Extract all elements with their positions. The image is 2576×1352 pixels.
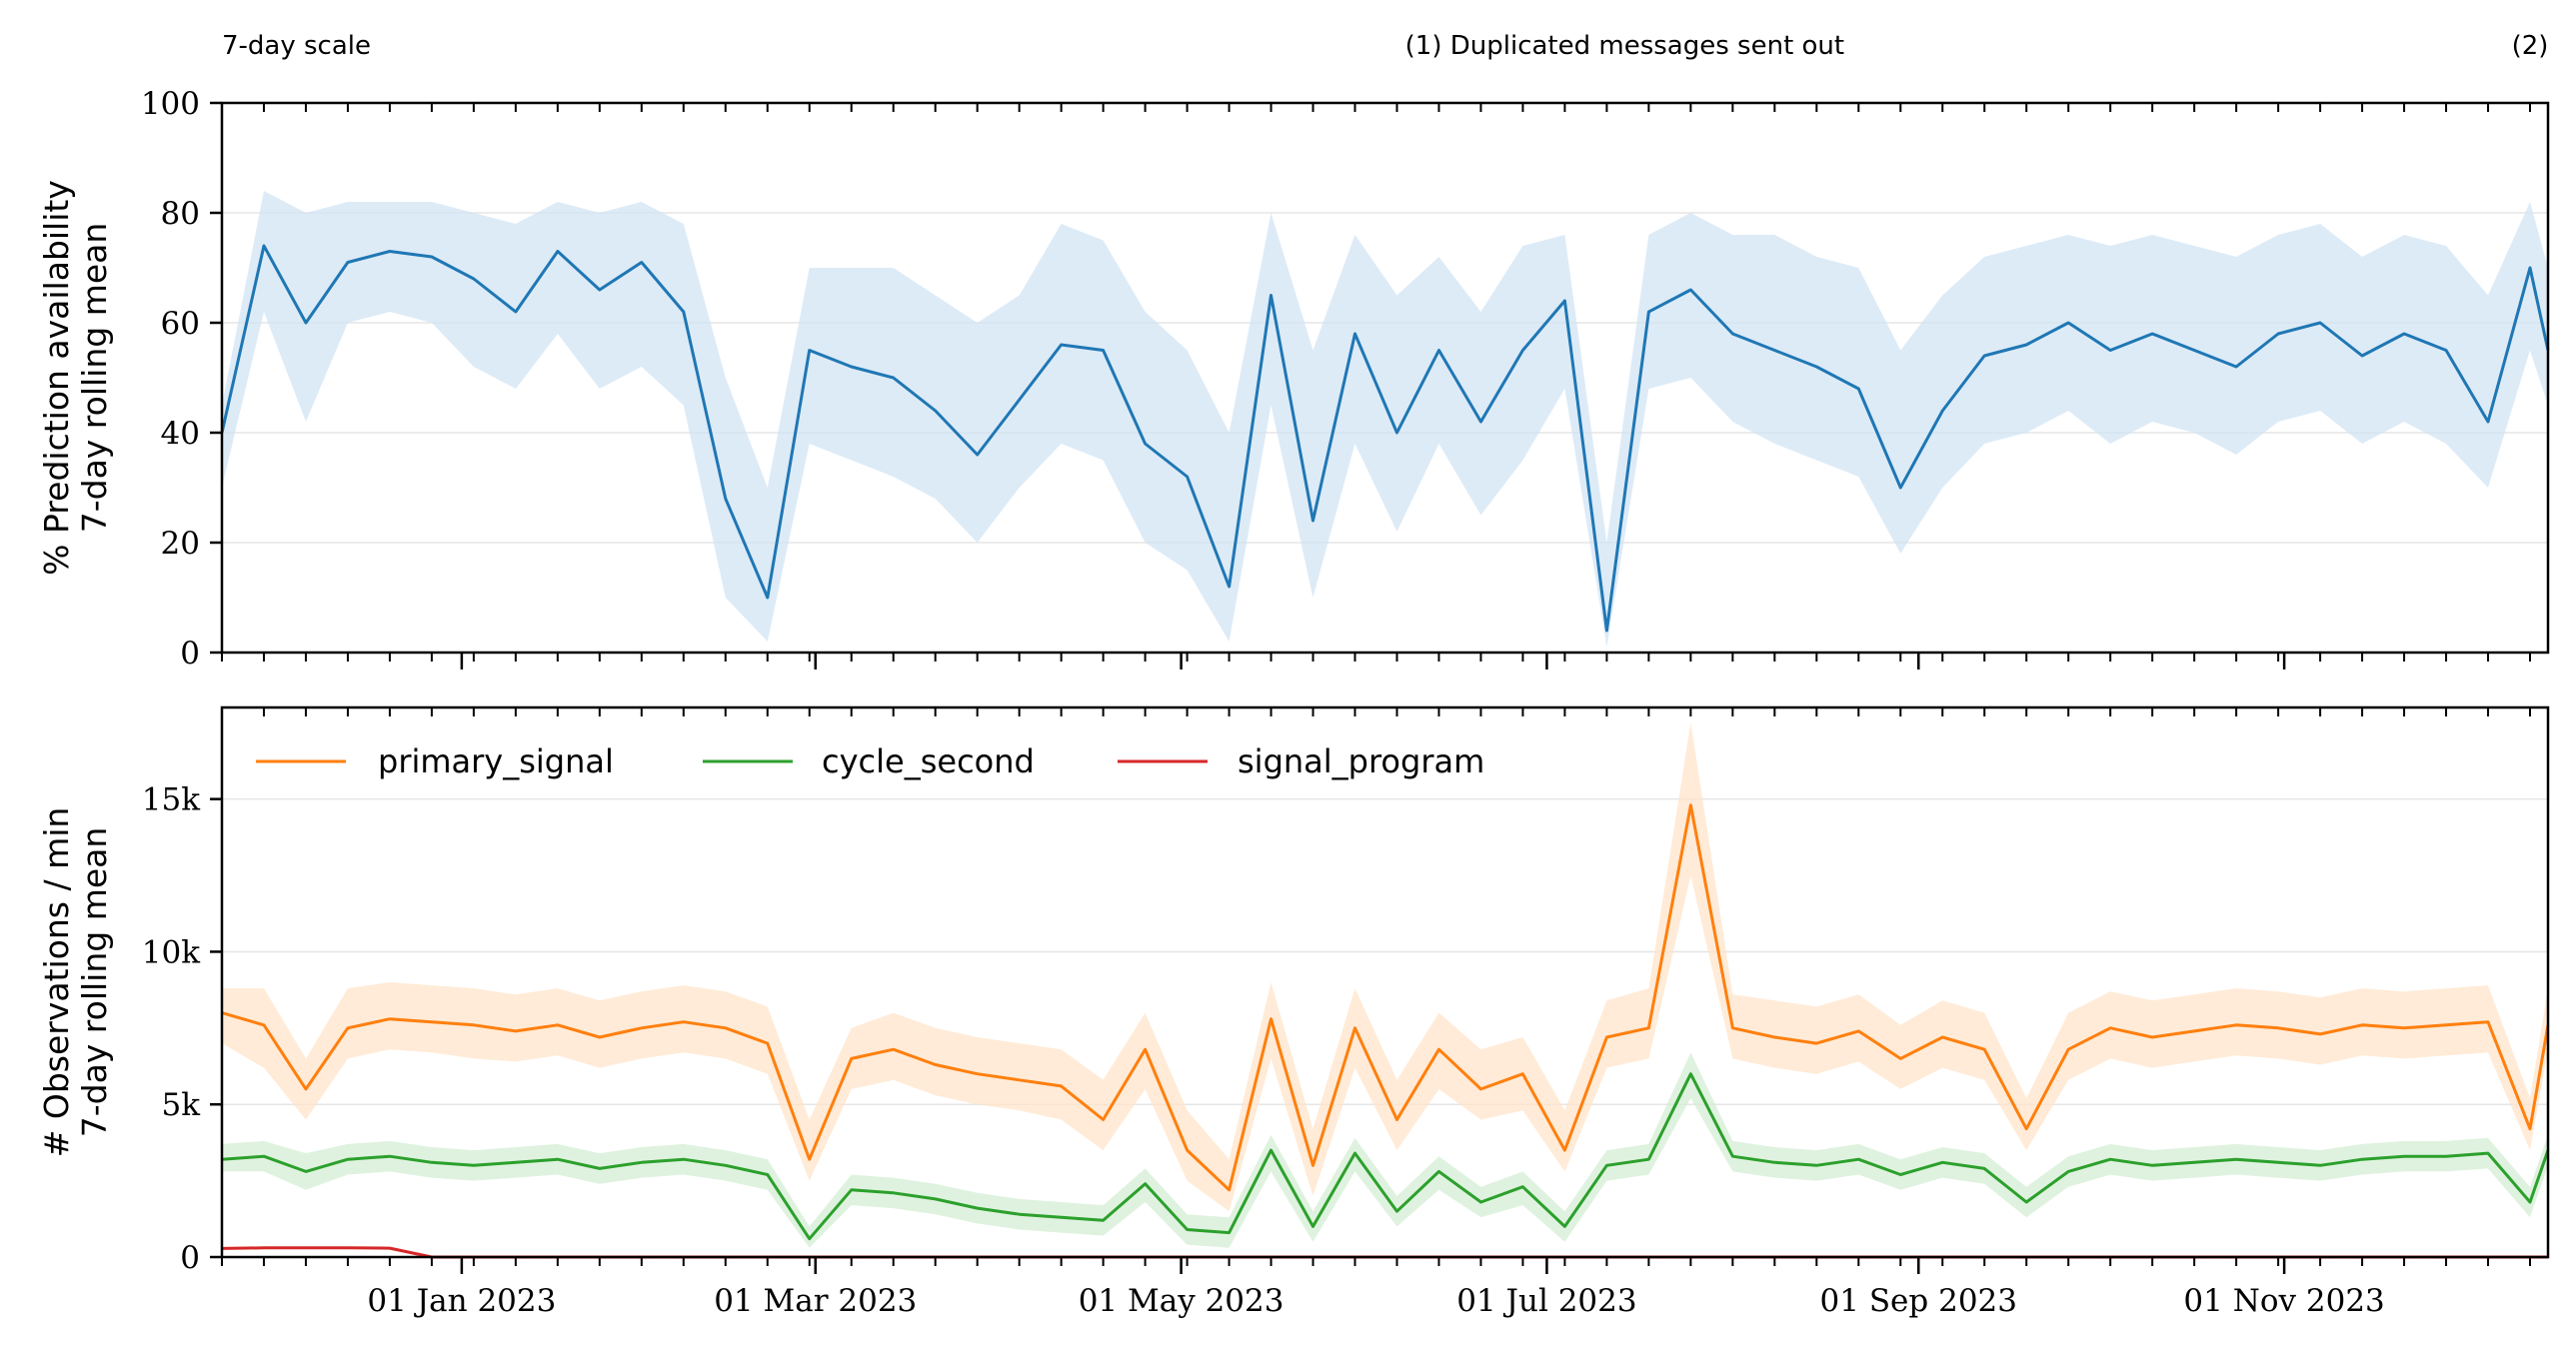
signal-program-line (221, 1246, 2548, 1259)
annotation-7-day-scale: 7-day scale (222, 31, 371, 61)
y-tick-label: 5k (161, 1087, 200, 1123)
legend-label-signal-program: signal_program (1238, 742, 1484, 780)
x-tick-label: 01 Jul 2023 (1456, 1283, 1636, 1319)
observations-ylabel-line2: 7-day rolling mean (75, 827, 114, 1138)
legend: primary_signal cycle_second signal_progr… (256, 742, 1484, 780)
primary-signal-line (221, 803, 2550, 1192)
observations-panel: 01 Jan 2023 01 Mar 2023 01 May 2023 01 Jul … (37, 705, 2550, 1319)
cycle-second-line (221, 1072, 2550, 1241)
availability-axes-frame (220, 101, 2550, 655)
x-tick-label: 01 May 2023 (1079, 1283, 1285, 1319)
y-tick-label: 0 (180, 636, 200, 672)
y-tick-label: 15k (142, 782, 200, 818)
availability-line (220, 244, 2550, 633)
x-tick-label: 01 Nov 2023 (2183, 1283, 2384, 1319)
y-tick-label: 80 (161, 196, 200, 232)
legend-label-cycle-second: cycle_second (822, 742, 1035, 780)
y-tick-label: 40 (161, 416, 200, 452)
observations-ylabel-line1: # Observations / min (37, 807, 76, 1158)
observations-y-ticks: 0 5k 10k 15k (142, 782, 222, 1276)
availability-ylabel-line1: % Prediction availability (37, 180, 76, 576)
annotation-duplicated-messages: (1) Duplicated messages sent out (1405, 31, 1844, 61)
y-tick-label: 0 (180, 1240, 200, 1276)
legend-label-primary-signal: primary_signal (378, 742, 614, 780)
primary-signal-band (222, 722, 2548, 1212)
availability-band (222, 191, 2548, 648)
observations-axes-frame (220, 705, 2550, 1259)
annotation-2: (2) (2512, 31, 2549, 61)
availability-panel: 0 20 40 60 80 100 % Prediction availability 7… (37, 31, 2550, 672)
x-tick-label: 01 Mar 2023 (714, 1283, 917, 1319)
availability-y-ticks: 0 20 40 60 80 100 (141, 86, 222, 672)
y-tick-label: 10k (142, 934, 200, 970)
x-tick-label: 01 Jan 2023 (367, 1283, 556, 1319)
y-tick-label: 20 (161, 526, 200, 562)
availability-x-ticks (221, 103, 2532, 670)
y-tick-label: 60 (161, 306, 200, 342)
availability-ylabel-line2: 7-day rolling mean (75, 223, 114, 534)
observations-x-ticks: 01 Jan 2023 01 Mar 2023 01 May 2023 01 Jul … (221, 707, 2532, 1319)
cycle-second-band (222, 1052, 2548, 1248)
x-tick-label: 01 Sep 2023 (1820, 1283, 2017, 1319)
y-tick-label: 100 (141, 86, 200, 122)
